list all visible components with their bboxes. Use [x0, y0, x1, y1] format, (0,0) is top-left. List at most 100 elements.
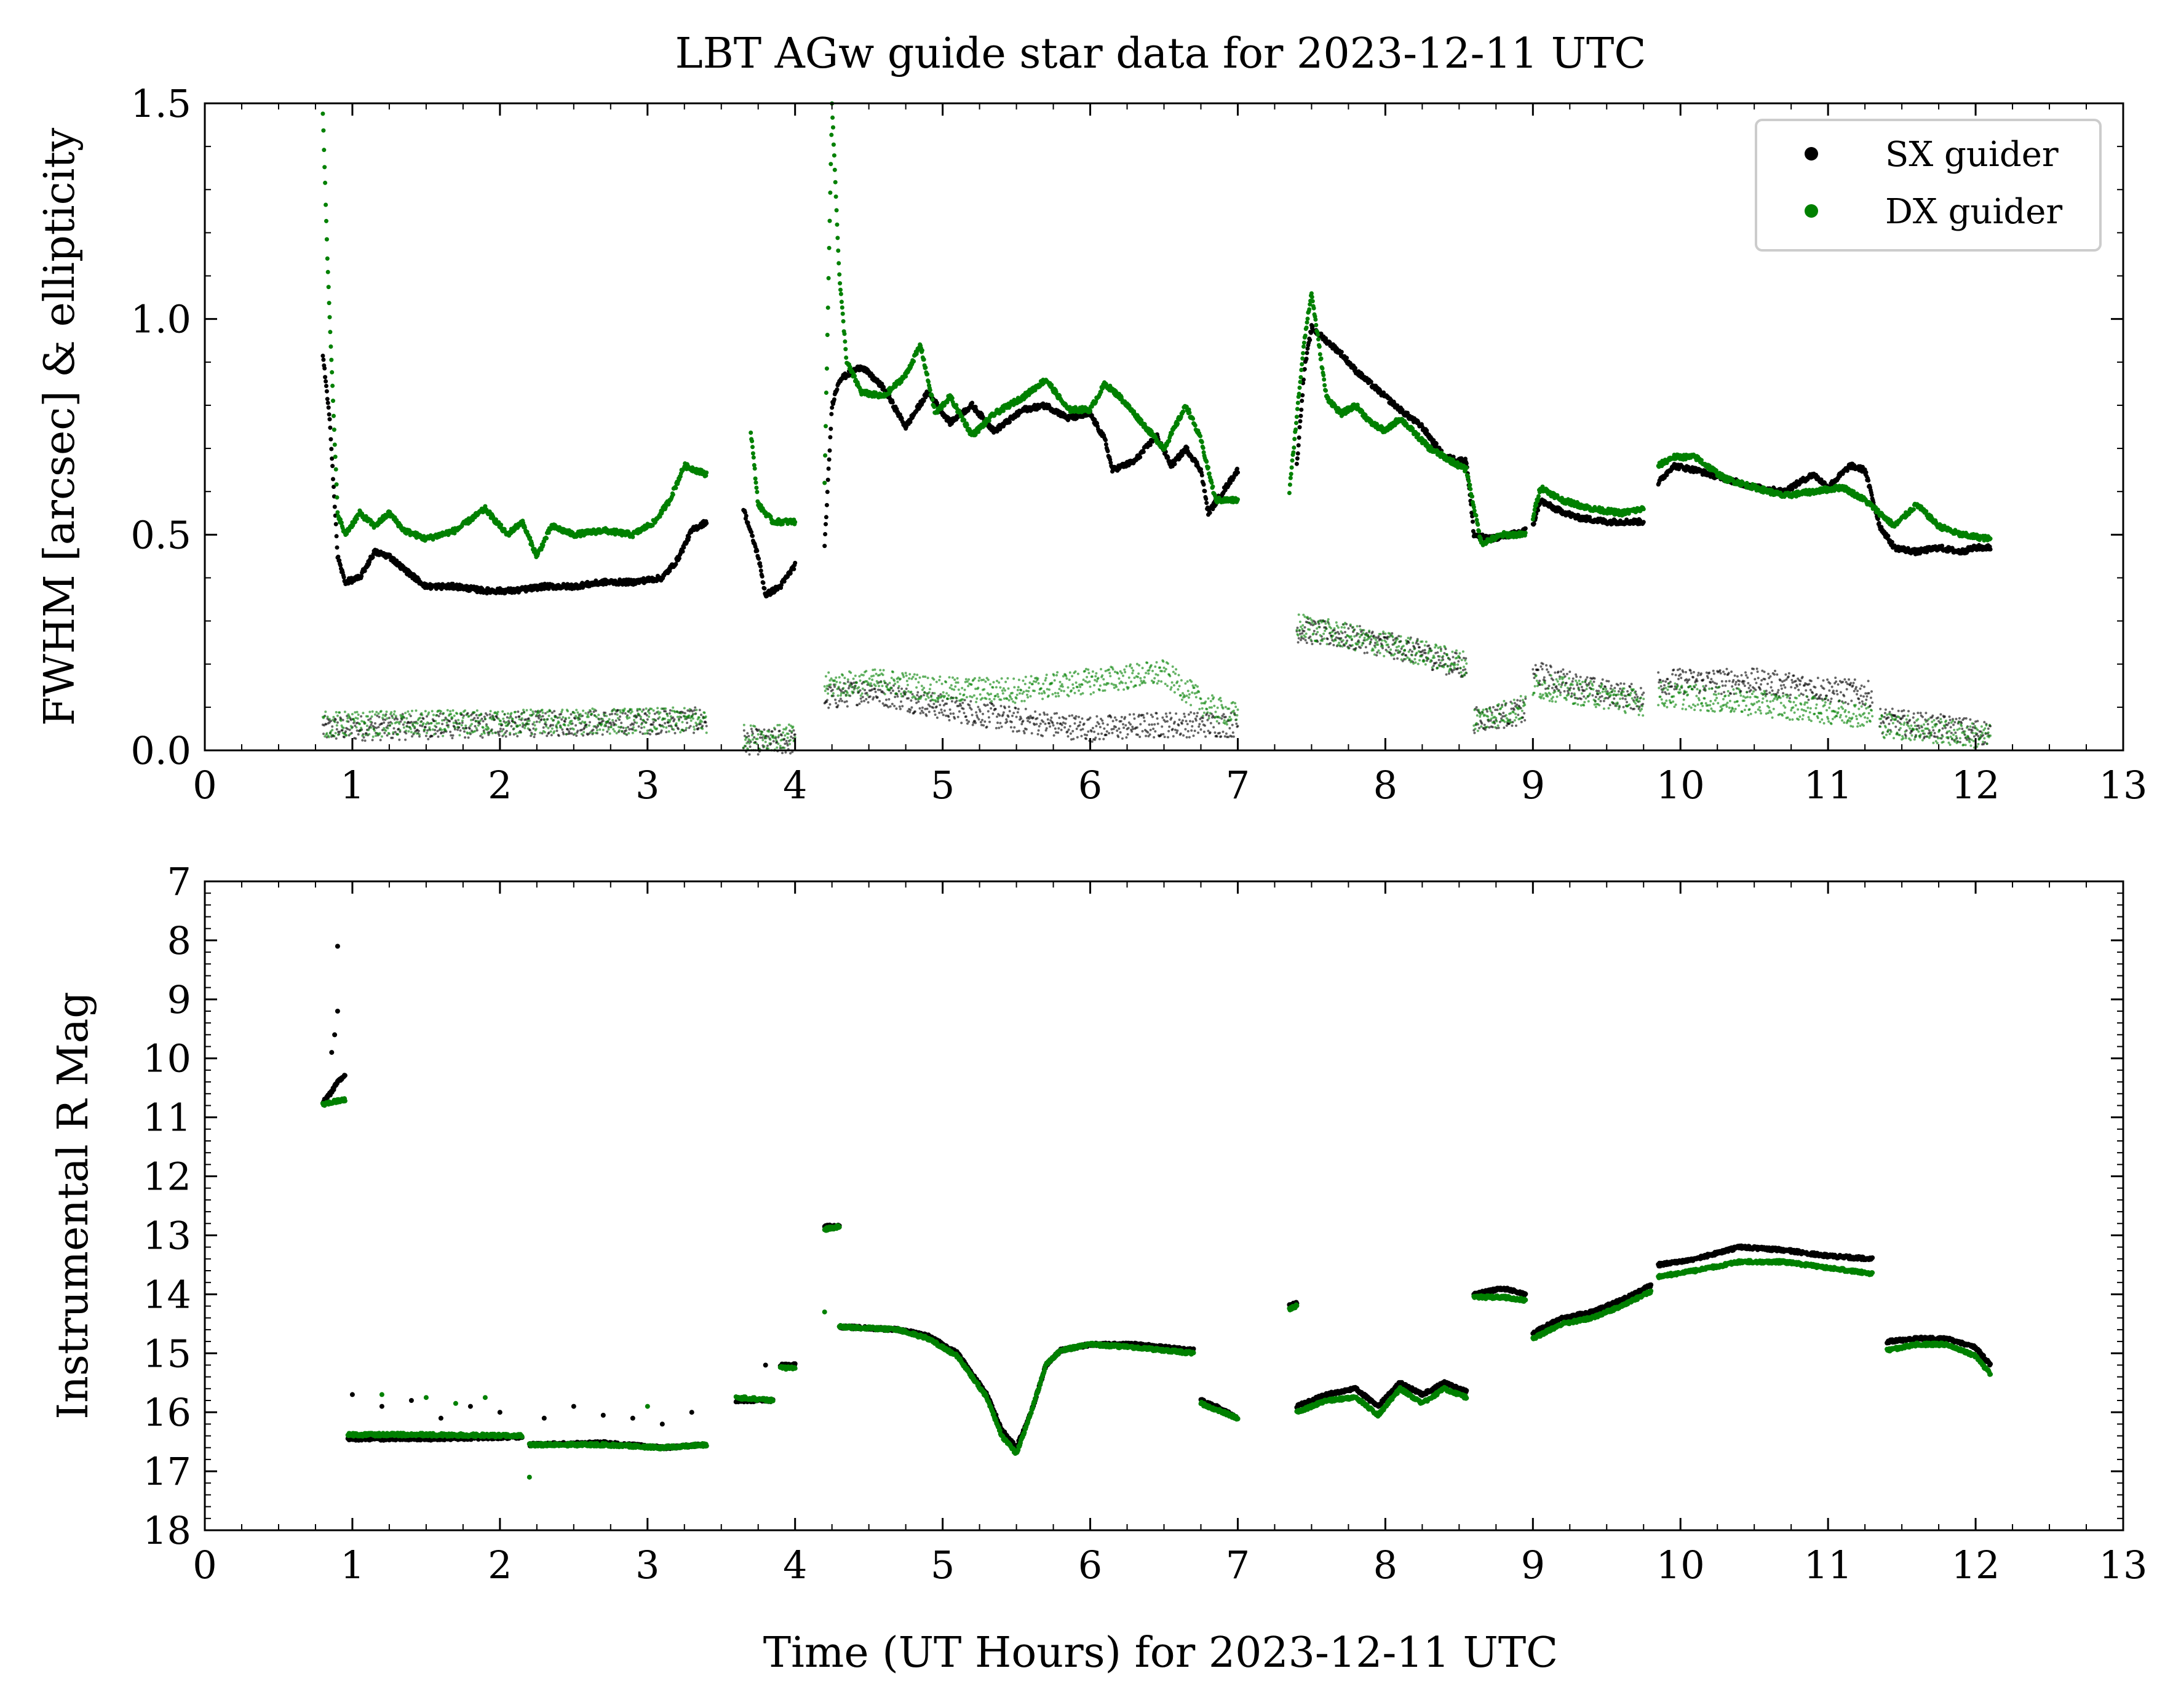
ellipticity-sx-point: [1483, 723, 1486, 726]
ellipticity-dx-point: [964, 678, 967, 681]
ellipticity-sx-point: [1641, 693, 1644, 696]
ellipticity-sx-point: [451, 737, 454, 739]
ellipticity-dx-point: [1377, 649, 1380, 652]
ellipticity-dx-point: [994, 694, 997, 697]
ellipticity-sx-point: [871, 688, 874, 691]
ellipticity-dx-point: [1792, 701, 1795, 704]
ellipticity-dx-point: [1472, 724, 1476, 727]
ellipticity-dx-point: [847, 694, 850, 697]
ellipticity-sx-point: [1722, 670, 1725, 673]
ellipticity-dx-point: [538, 711, 541, 714]
ellipticity-dx-point: [1981, 731, 1984, 734]
ellipticity-sx-point: [1832, 689, 1835, 693]
fwhm-sx-point: [320, 354, 325, 358]
ellipticity-sx-point: [1080, 734, 1083, 737]
ellipticity-sx-point: [580, 728, 583, 731]
ellipticity-dx-point: [1692, 703, 1694, 706]
ellipticity-sx-point: [1630, 683, 1633, 686]
ellipticity-sx-point: [1165, 715, 1168, 718]
ellipticity-sx-point: [1579, 675, 1582, 678]
ellipticity-dx-point: [1381, 645, 1384, 648]
ellipticity-dx-point: [753, 725, 757, 728]
fwhm-sx-point: [327, 417, 332, 422]
ellipticity-sx-point: [1052, 724, 1055, 727]
ellipticity-sx-point: [1784, 686, 1787, 689]
ellipticity-dx-point: [1206, 708, 1209, 710]
ellipticity-dx-point: [1909, 739, 1912, 742]
ellipticity-sx-point: [560, 718, 563, 721]
ellipticity-sx-point: [911, 693, 914, 696]
ellipticity-dx-point: [509, 731, 512, 734]
ellipticity-sx-point: [753, 736, 756, 739]
ellipticity-sx-point: [863, 699, 865, 702]
ellipticity-dx-point: [1637, 705, 1640, 708]
ellipticity-dx-point: [656, 727, 658, 730]
ellipticity-sx-point: [908, 710, 912, 713]
ellipticity-sx-point: [1661, 680, 1664, 683]
ellipticity-dx-point: [639, 715, 642, 718]
ellipticity-sx-point: [1983, 721, 1986, 724]
ellipticity-sx-point: [1117, 736, 1120, 739]
ellipticity-sx-point: [932, 702, 936, 705]
ellipticity-sx-point: [1664, 680, 1667, 683]
ellipticity-sx-point: [1597, 689, 1600, 693]
ellipticity-dx-point: [1308, 628, 1311, 631]
ellipticity-dx-point: [390, 711, 393, 714]
ellipticity-dx-point: [614, 709, 617, 712]
ellipticity-sx-point: [1545, 664, 1548, 667]
ellipticity-dx-point: [1622, 690, 1625, 693]
ellipticity-dx-point: [839, 694, 842, 697]
ellipticity-dx-point: [1091, 670, 1094, 673]
ellipticity-dx-point: [1235, 718, 1238, 721]
ellipticity-dx-point: [1174, 672, 1177, 675]
ellipticity-sx-point: [1100, 732, 1103, 735]
ellipticity-sx-point: [1141, 729, 1144, 733]
ellipticity-dx-point: [983, 688, 986, 691]
ellipticity-dx-point: [1977, 742, 1980, 745]
ellipticity-dx-point: [1567, 693, 1570, 696]
ellipticity-dx-point: [1605, 688, 1608, 691]
ellipticity-sx-point: [1755, 667, 1758, 670]
ellipticity-dx-point: [1835, 715, 1838, 718]
ellipticity-sx-point: [1355, 634, 1358, 637]
ellipticity-sx-point: [517, 710, 520, 713]
ellipticity-dx-point: [1806, 701, 1809, 704]
ellipticity-dx-point: [1020, 689, 1023, 692]
ellipticity-sx-point: [441, 723, 444, 726]
ellipticity-dx-point: [1925, 720, 1928, 723]
ellipticity-dx-point: [1665, 699, 1668, 702]
ellipticity-dx-point: [435, 714, 438, 717]
ellipticity-sx-point: [1386, 637, 1389, 640]
ellipticity-sx-point: [405, 732, 408, 735]
ellipticity-sx-point: [1939, 713, 1942, 716]
ellipticity-sx-point: [1070, 738, 1073, 741]
ellipticity-sx-point: [1858, 701, 1861, 704]
ellipticity-dx-point: [1663, 704, 1666, 707]
ellipticity-sx-point: [996, 715, 998, 718]
ellipticity-sx-point: [918, 707, 921, 710]
ellipticity-sx-point: [1079, 728, 1083, 731]
ellipticity-sx-point: [1608, 704, 1611, 707]
ellipticity-sx-point: [1022, 720, 1025, 723]
ellipticity-sx-point: [1227, 736, 1230, 739]
ellipticity-dx-point: [1497, 703, 1500, 706]
ellipticity-dx-point: [558, 716, 561, 719]
ellipticity-dx-point: [1372, 637, 1375, 640]
ellipticity-sx-point: [1783, 679, 1786, 682]
ellipticity-sx-point: [1405, 654, 1408, 657]
ellipticity-sx-point: [1128, 713, 1131, 716]
ellipticity-dx-point: [1493, 721, 1496, 724]
ellipticity-dx-point: [961, 686, 964, 689]
ellipticity-dx-point: [1060, 689, 1063, 692]
ellipticity-dx-point: [1989, 734, 1992, 737]
ellipticity-sx-point: [1617, 690, 1620, 693]
ellipticity-dx-point: [683, 717, 686, 720]
ellipticity-sx-point: [987, 710, 990, 713]
ellipticity-dx-point: [1362, 629, 1365, 632]
ellipticity-dx-point: [1642, 697, 1645, 701]
ellipticity-sx-point: [376, 714, 379, 717]
ellipticity-sx-point: [1489, 719, 1492, 722]
ellipticity-sx-point: [533, 733, 536, 736]
ellipticity-sx-point: [1480, 722, 1484, 725]
ellipticity-sx-point: [1154, 730, 1157, 733]
